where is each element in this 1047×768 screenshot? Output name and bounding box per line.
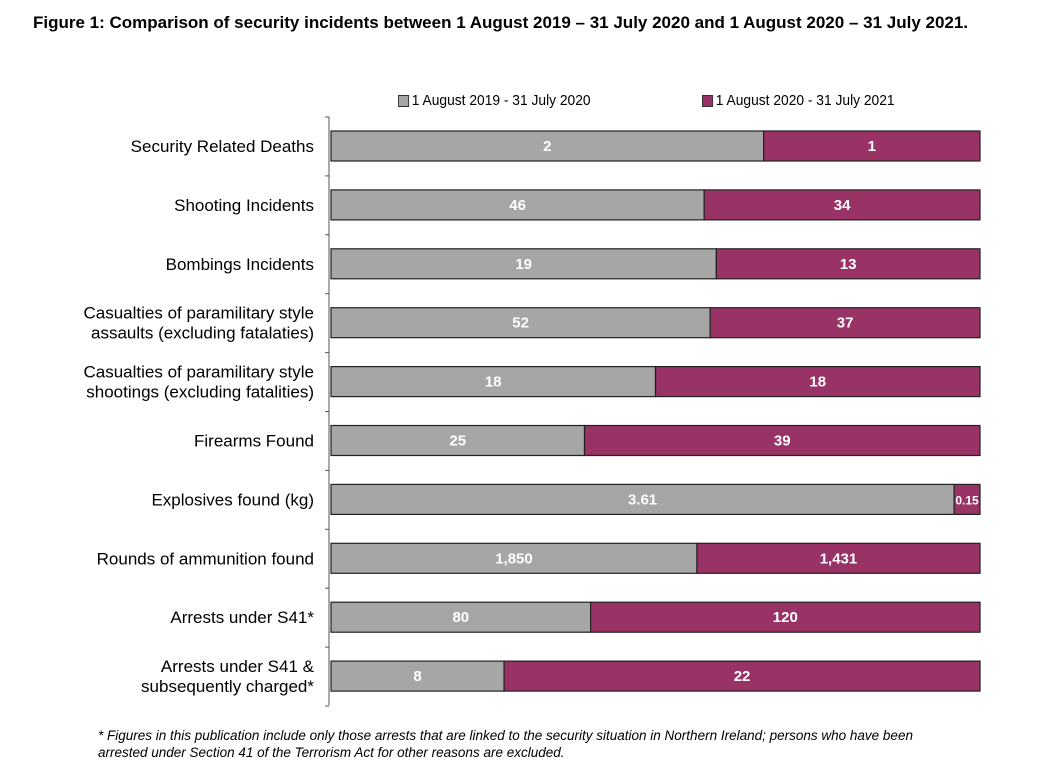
category-label: Security Related Deaths — [131, 137, 314, 156]
data-label-2020-2021: 18 — [809, 374, 826, 391]
data-label-2020-2021: 39 — [774, 433, 791, 450]
legend-swatch-2020-2021 — [702, 94, 714, 107]
data-label-2019-2020: 25 — [449, 433, 466, 450]
bar-segment-2019-2020 — [330, 366, 657, 398]
data-label-2019-2020: 8 — [413, 668, 421, 685]
bar-segment-2019-2020 — [330, 483, 955, 515]
bar-segment-2020-2021 — [503, 660, 981, 692]
data-label-2020-2021: 120 — [773, 609, 798, 626]
data-label-2020-2021: 1 — [868, 138, 876, 155]
bar-segment-2019-2020 — [330, 542, 698, 574]
category-label: Arrests under S41 & — [161, 657, 315, 676]
category-label: Firearms Found — [194, 432, 314, 451]
bar-segment-2020-2021 — [763, 130, 981, 162]
data-label-2020-2021: 0.15 — [955, 493, 979, 507]
legend-label-2019-2020: 1 August 2019 - 31 July 2020 — [411, 92, 591, 109]
data-label-2020-2021: 22 — [734, 668, 751, 685]
bar-segment-2019-2020 — [330, 130, 765, 162]
category-label: Rounds of ammunition found — [97, 549, 314, 568]
data-label-2020-2021: 34 — [834, 197, 851, 214]
bar-segment-2020-2021 — [715, 248, 981, 280]
data-label-2019-2020: 18 — [485, 374, 502, 391]
bar-segment-2020-2021 — [709, 307, 981, 339]
bar-segment-2019-2020 — [330, 424, 586, 457]
footnote: * Figures in this publication include on… — [98, 728, 913, 760]
legend-label-2020-2021: 1 August 2020 - 31 July 2021 — [715, 92, 895, 109]
category-label: subsequently charged* — [141, 677, 314, 696]
bar-segment-2020-2021 — [953, 483, 981, 515]
category-label: Arrests under S41* — [170, 608, 314, 627]
data-label-2019-2020: 2 — [543, 138, 551, 155]
data-label-2019-2020: 52 — [512, 315, 529, 332]
data-label-2019-2020: 19 — [515, 256, 532, 273]
category-label: assaults (excluding fatalaties) — [91, 324, 314, 343]
category-label: Casualties of paramilitary style — [83, 304, 314, 323]
data-label-2019-2020: 46 — [509, 197, 526, 214]
legend-item-2019-2020: 1 August 2019 - 31 July 2020 — [398, 92, 591, 109]
legend-swatch-2019-2020 — [398, 94, 410, 107]
legend-item-2020-2021: 1 August 2020 - 31 July 2021 — [702, 92, 895, 109]
data-label-2020-2021: 37 — [837, 315, 854, 332]
category-label: Bombings Incidents — [166, 255, 314, 274]
category-label: shootings (excluding fatalities) — [86, 383, 314, 402]
figure-title: Figure 1: Comparison of security inciden… — [33, 13, 969, 32]
bar-segment-2019-2020 — [330, 248, 717, 280]
bar-segment-2020-2021 — [583, 424, 981, 457]
bar-segment-2019-2020 — [330, 601, 592, 633]
category-label: Casualties of paramilitary style — [83, 363, 314, 382]
bar-segment-2020-2021 — [696, 542, 981, 574]
bar-segment-2019-2020 — [330, 307, 711, 339]
category-label: Explosives found (kg) — [151, 490, 314, 509]
data-label-2020-2021: 1,431 — [820, 550, 858, 567]
data-label-2020-2021: 13 — [840, 256, 857, 273]
bar-segment-2020-2021 — [589, 601, 981, 633]
category-label: Shooting Incidents — [174, 196, 314, 215]
data-label-2019-2020: 3.61 — [628, 491, 657, 508]
bar-segment-2019-2020 — [330, 660, 505, 692]
bar-segment-2020-2021 — [654, 366, 981, 398]
bar-segment-2020-2021 — [703, 189, 981, 221]
data-label-2019-2020: 80 — [452, 609, 469, 626]
data-label-2019-2020: 1,850 — [495, 550, 533, 567]
